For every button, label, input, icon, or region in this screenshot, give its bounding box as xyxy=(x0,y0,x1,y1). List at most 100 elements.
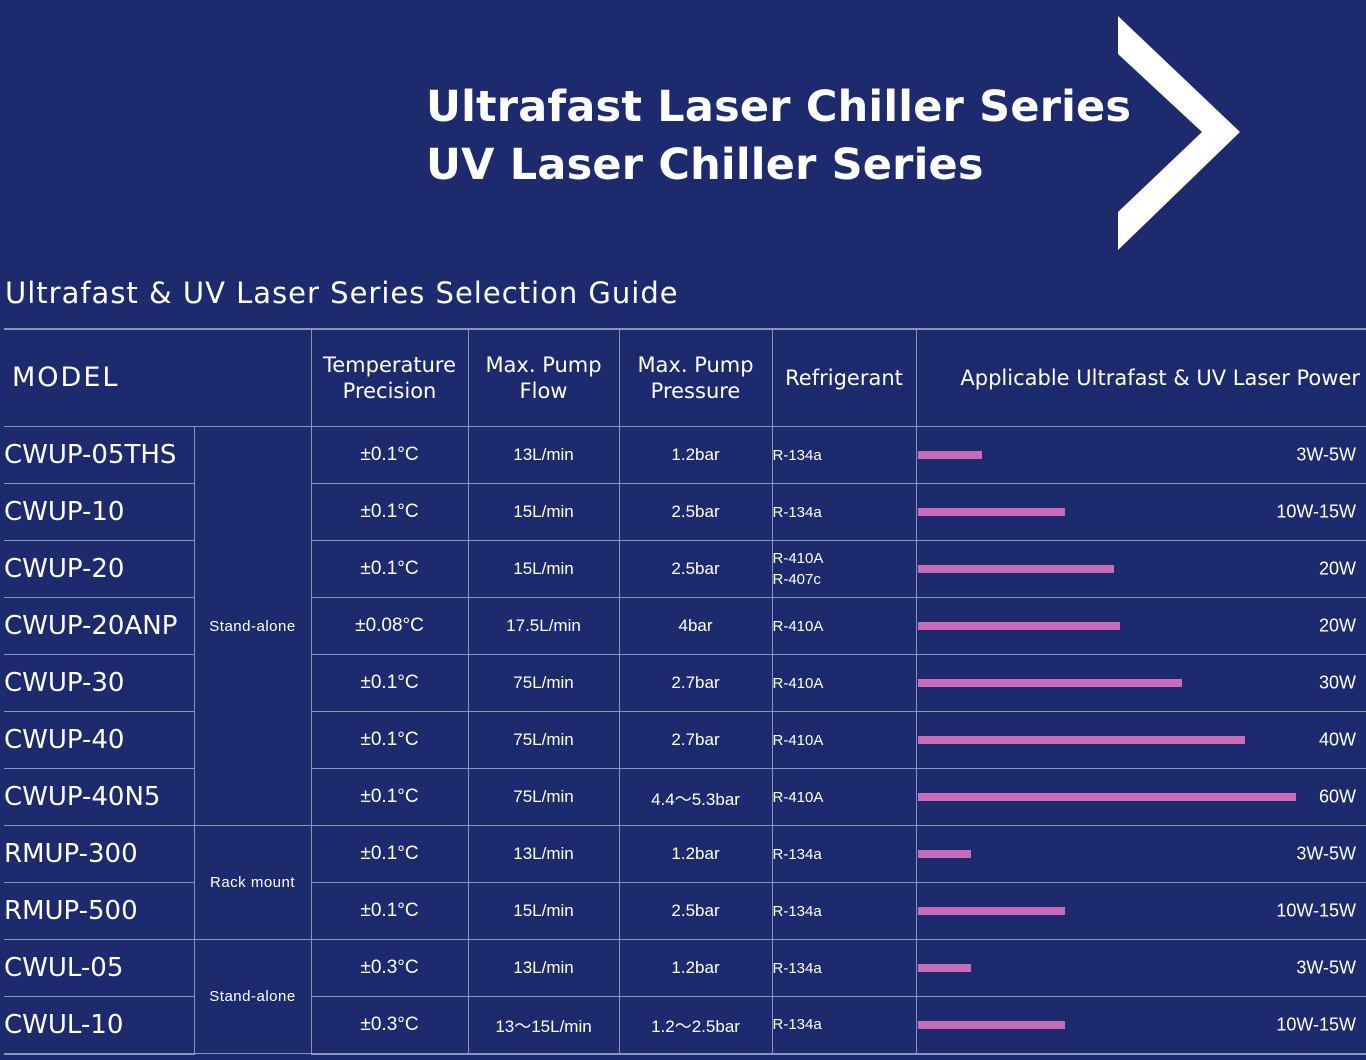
temperature-precision-cell: ±0.3°C xyxy=(310,996,469,1055)
power-bar xyxy=(917,850,971,858)
refrigerant-cell: R-134a xyxy=(771,996,917,1055)
pump-flow-cell: 17.5L/min xyxy=(467,597,620,655)
temperature-precision-cell: ±0.1°C xyxy=(310,711,469,769)
power-bar xyxy=(917,1020,1066,1029)
laser-power-cell: 10W-15W xyxy=(915,483,1366,541)
pump-pressure-cell: 1.2bar xyxy=(618,939,773,997)
refrigerant-cell: R-410A xyxy=(771,597,917,655)
model-cell: CWUP-10 xyxy=(4,483,195,541)
temperature-precision-cell: ±0.1°C xyxy=(310,768,469,826)
temperature-precision-cell: ±0.1°C xyxy=(310,654,469,712)
model-cell: CWUP-40N5 xyxy=(4,768,195,826)
power-label: 3W-5W xyxy=(1296,843,1357,864)
pump-flow-cell: 15L/min xyxy=(467,540,620,598)
pump-pressure-cell: 1.2bar xyxy=(618,825,773,883)
power-bar-track xyxy=(917,964,1297,972)
power-bar-track xyxy=(917,850,1297,858)
power-bar-track xyxy=(917,736,1297,744)
temperature-precision-cell: ±0.1°C xyxy=(310,825,469,883)
model-cell: CWUP-20ANP xyxy=(4,597,195,655)
refrigerant-value: R-134a xyxy=(772,845,822,863)
refrigerant-cell: R-410A xyxy=(771,768,917,826)
model-cell: CWUP-40 xyxy=(4,711,195,769)
refrigerant-cell: R-410A xyxy=(771,711,917,769)
pump-flow-cell: 75L/min xyxy=(467,711,620,769)
refrigerant-value: R-134a xyxy=(772,902,822,920)
table-row: CWUP-40 ±0.1°C 75L/min 2.7bar R-410A 40W xyxy=(4,711,1366,769)
header-max-pump-pressure: Max. Pump Pressure xyxy=(618,328,773,427)
refrigerant-cell: R-410A xyxy=(771,654,917,712)
chevron-right-icon xyxy=(1118,16,1240,250)
power-bar xyxy=(917,451,982,459)
refrigerant-cell: R-410A R-407c xyxy=(771,540,917,598)
power-bar xyxy=(917,565,1115,573)
laser-power-cell: 10W-15W xyxy=(915,996,1366,1055)
power-label: 40W xyxy=(1319,729,1357,750)
power-bar xyxy=(917,679,1183,687)
model-cell: RMUP-300 xyxy=(4,825,195,883)
power-label: 10W-15W xyxy=(1276,1014,1357,1035)
pump-pressure-cell: 1.2～2.5bar xyxy=(618,996,773,1055)
refrigerant-cell: R-134a xyxy=(771,426,917,484)
refrigerant-cell: R-134a xyxy=(771,825,917,883)
pump-pressure-cell: 2.7bar xyxy=(618,654,773,712)
power-bar-track xyxy=(917,679,1297,687)
pump-pressure-cell: 2.5bar xyxy=(618,882,773,940)
power-label: 20W xyxy=(1319,558,1357,579)
pump-flow-cell: 15L/min xyxy=(467,882,620,940)
table-row: CWUL-10 ±0.3°C 13～15L/min 1.2～2.5bar R-134a 1… xyxy=(4,996,1366,1055)
power-label: 10W-15W xyxy=(1276,501,1357,522)
laser-power-cell: 3W-5W xyxy=(915,825,1366,883)
model-cell: CWUP-20 xyxy=(4,540,195,598)
temperature-precision-cell: ±0.08°C xyxy=(310,597,469,655)
pump-flow-cell: 13L/min xyxy=(467,825,620,883)
model-cell: RMUP-500 xyxy=(4,882,195,940)
pump-flow-cell: 75L/min xyxy=(467,768,620,826)
header-max-pump-flow: Max. Pump Flow xyxy=(467,328,620,427)
mount-type-cell: Rack mount xyxy=(193,825,312,940)
refrigerant-cell: R-134a xyxy=(771,882,917,940)
power-bar xyxy=(917,508,1066,516)
power-bar xyxy=(917,907,1066,915)
refrigerant-value: R-134a xyxy=(772,446,822,464)
power-label: 10W-15W xyxy=(1276,900,1357,921)
header-model: MODEL xyxy=(4,328,312,427)
pump-flow-cell: 15L/min xyxy=(467,483,620,541)
laser-power-cell: 20W xyxy=(915,540,1366,598)
banner-title: Ultrafast Laser Chiller Series UV Laser … xyxy=(426,78,1131,194)
table-row: CWUP-30 ±0.1°C 75L/min 2.7bar R-410A 30W xyxy=(4,654,1366,712)
header-temperature-precision: Temperature Precision xyxy=(310,328,469,427)
power-bar-track xyxy=(917,622,1297,630)
model-cell: CWUL-10 xyxy=(4,996,195,1055)
banner-title-line1: Ultrafast Laser Chiller Series xyxy=(426,82,1132,132)
refrigerant-value: R-410A xyxy=(772,550,824,567)
pump-pressure-cell: 1.2bar xyxy=(618,426,773,484)
power-bar-track xyxy=(917,451,1297,459)
temperature-precision-cell: ±0.1°C xyxy=(310,483,469,541)
power-bar-track xyxy=(917,1020,1297,1029)
selection-guide-table: MODEL Temperature Precision Max. Pump Fl… xyxy=(4,328,1366,1055)
model-cell: CWUP-30 xyxy=(4,654,195,712)
laser-power-cell: 60W xyxy=(915,768,1366,826)
pump-pressure-cell: 4bar xyxy=(618,597,773,655)
power-label: 3W-5W xyxy=(1296,444,1357,465)
power-bar-track xyxy=(917,565,1297,573)
table-row: CWUP-10 ±0.1°C 15L/min 2.5bar R-134a 10W-15W xyxy=(4,483,1366,541)
laser-power-cell: 30W xyxy=(915,654,1366,712)
header-row: MODEL Temperature Precision Max. Pump Fl… xyxy=(4,328,1366,427)
power-bar xyxy=(917,964,971,972)
header-refrigerant: Refrigerant xyxy=(771,328,917,427)
mount-type-cell: Stand-alone xyxy=(193,426,312,826)
temperature-precision-cell: ±0.3°C xyxy=(310,939,469,997)
banner-title-line2: UV Laser Chiller Series xyxy=(426,140,984,190)
selection-guide-title: Ultrafast & UV Laser Series Selection Gu… xyxy=(5,276,679,310)
refrigerant-value: R-410A xyxy=(772,788,824,806)
model-cell: CWUL-05 xyxy=(4,939,195,997)
refrigerant-value: R-407c xyxy=(772,571,821,588)
pump-pressure-cell: 4.4～5.3bar xyxy=(618,768,773,826)
refrigerant-value: R-410A xyxy=(772,731,824,749)
power-label: 3W-5W xyxy=(1296,957,1357,978)
laser-power-cell: 20W xyxy=(915,597,1366,655)
power-label: 60W xyxy=(1319,786,1357,807)
temperature-precision-cell: ±0.1°C xyxy=(310,882,469,940)
